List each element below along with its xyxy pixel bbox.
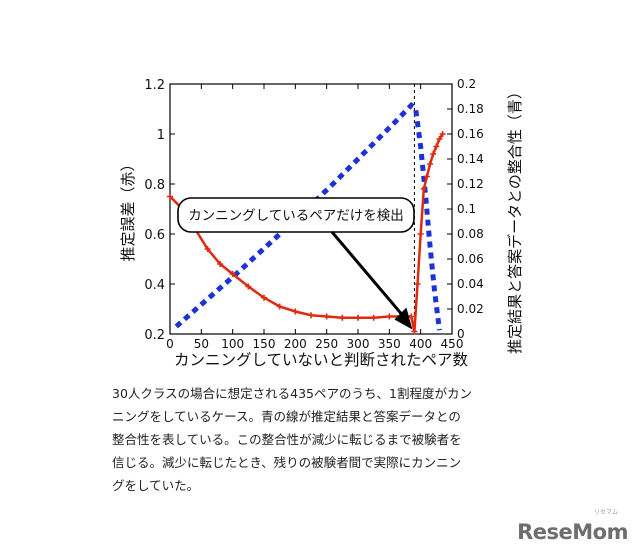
y-right-axis-label: 推定結果と答案データとの整合性（青）	[506, 84, 524, 354]
series-red-marker	[411, 328, 418, 335]
series-red-marker	[436, 136, 443, 142]
annotation-arrow-head	[394, 307, 413, 330]
series-red-line	[169, 133, 444, 332]
series-blue-line	[174, 101, 442, 331]
caption-line: ニングをしているケース。青の線が推定結果と答案データとの	[112, 409, 461, 424]
series-red-marker	[439, 131, 446, 137]
series-red-marker	[420, 186, 427, 192]
x-tick-label: 350	[378, 337, 401, 351]
logo-subtitle: リセマム	[593, 509, 618, 516]
caption-line: 信じる。減少に転じたとき、残りの被験者間で実際にカンニン	[112, 455, 462, 470]
caption-line: グをしていた。	[112, 478, 200, 493]
caption-line: 整合性を表している。この整合性が減少に転じるまで被験者を	[112, 432, 462, 447]
series-red-marker	[339, 314, 346, 321]
y-left-tick-label: 0.8	[144, 178, 165, 193]
y-left-axis-label: 推定誤差（赤）	[119, 156, 137, 261]
series-red-marker	[433, 143, 440, 150]
x-tick-label: 150	[253, 337, 276, 351]
y-right-tick-label: 0.2	[457, 77, 476, 91]
y-right-tick-label: 0.02	[457, 302, 484, 316]
y-right-tick-label: 0.14	[457, 152, 484, 166]
x-tick-label: 450	[441, 337, 464, 351]
series-red-marker	[245, 283, 252, 290]
series-red-marker	[217, 261, 224, 267]
series-red-marker	[423, 173, 430, 180]
series-red-marker	[417, 231, 424, 237]
series-red-marker	[167, 193, 173, 200]
y-left-tick-label: 0.2	[144, 328, 165, 343]
y-right-tick-label: 0.1	[457, 202, 476, 216]
plot-area: 0 50 100 150 200 250 300 350 400 450 0.2 0.4 0.6 0.8 1…	[119, 77, 524, 369]
y-left-tick-label: 0.4	[144, 278, 165, 293]
series-red-marker	[355, 314, 361, 321]
annotation-box	[177, 197, 415, 233]
x-tick-label: 300	[347, 337, 370, 351]
y-right-tick-label: 0.04	[457, 277, 484, 291]
annotation-arrow-shaft	[330, 231, 406, 319]
series-red-marker	[229, 271, 236, 277]
y-right-tick-label: 0.16	[457, 127, 484, 141]
series-red-marker	[308, 312, 314, 319]
y-right-tick-label: 0	[457, 327, 465, 341]
series-red-marker	[323, 313, 330, 320]
resemom-logo: ReseMom	[517, 520, 628, 544]
chart: 0 50 100 150 200 250 300 350 400 450 0.2 0.4 0.6 0.8 1…	[119, 77, 524, 369]
series-red-marker	[427, 161, 434, 167]
figure-caption: 30人クラスの場合に想定される435ペアのうち、1割程度がカン ニングをしている…	[112, 382, 532, 497]
x-tick-label: 0	[166, 337, 174, 351]
x-tick-label: 250	[315, 337, 338, 351]
series-red-marker	[204, 246, 211, 252]
x-tick-label: 400	[409, 337, 432, 351]
y-right-tick-label: 0.06	[457, 252, 484, 266]
series-red-marker	[292, 308, 299, 315]
x-tick-label: 200	[284, 337, 307, 351]
series-red-marker	[408, 313, 415, 320]
series-red-marker	[276, 303, 283, 310]
x-tick-label: 50	[194, 337, 209, 351]
x-tick-label: 100	[221, 337, 244, 351]
series-red-marker	[370, 314, 377, 321]
y-left-tick-label: 1.2	[144, 78, 165, 93]
caption-line: 30人クラスの場合に想定される435ペアのうち、1割程度がカン	[112, 386, 472, 401]
y-left-tick-label: 1	[157, 128, 165, 143]
y-right-tick-label: 0.08	[457, 227, 484, 241]
y-right-tick-label: 0.12	[457, 177, 484, 191]
y-right-tick-label: 0.18	[457, 102, 484, 116]
x-axis-label: カンニングしていないと判断されたペア数	[174, 351, 469, 369]
y-left-tick-label: 0.6	[144, 228, 165, 243]
series-red-marker	[430, 151, 437, 157]
series-red-marker	[386, 313, 393, 320]
series-red-marker	[414, 281, 421, 287]
series-red-marker	[261, 294, 267, 301]
annotation-text: カンニングしているペアだけを検出	[188, 208, 404, 224]
